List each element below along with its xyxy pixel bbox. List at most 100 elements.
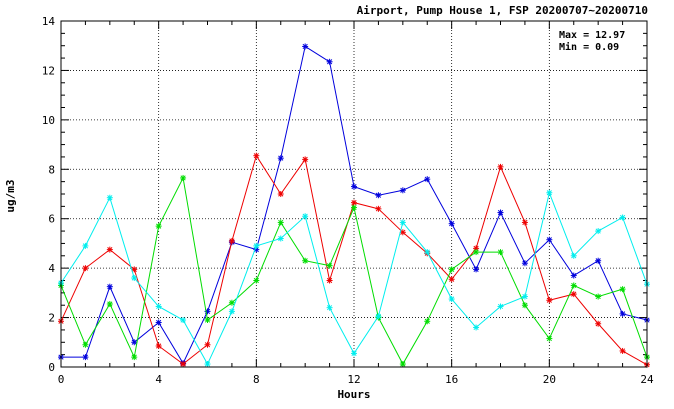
data-point: [399, 229, 406, 236]
data-point: [473, 324, 480, 331]
data-point: [619, 347, 626, 354]
y-tick-label: 0: [48, 361, 55, 374]
data-point: [497, 209, 504, 216]
data-point: [399, 187, 406, 194]
y-tick-label: 12: [42, 64, 55, 77]
data-point: [228, 237, 235, 244]
data-point: [253, 152, 260, 159]
data-point: [277, 155, 284, 162]
data-point: [204, 317, 211, 324]
data-point: [521, 293, 528, 300]
y-tick-label: 10: [42, 114, 55, 127]
x-tick-label: 0: [58, 373, 65, 386]
data-point: [497, 303, 504, 310]
plot-frame: [60, 20, 648, 368]
data-point: [595, 257, 602, 264]
data-point: [546, 236, 553, 243]
series-3: [58, 174, 650, 368]
data-point: [521, 302, 528, 309]
data-point: [106, 194, 113, 201]
x-tick-label: 16: [445, 373, 458, 386]
data-point: [180, 361, 187, 368]
data-point: [277, 235, 284, 242]
data-point: [619, 214, 626, 221]
data-point: [131, 266, 138, 273]
data-point: [82, 265, 89, 272]
data-point: [131, 354, 138, 361]
data-point: [570, 252, 577, 259]
y-tick-label: 14: [42, 15, 56, 28]
data-point: [546, 189, 553, 196]
data-point: [277, 219, 284, 226]
data-point: [375, 313, 382, 320]
data-point: [302, 213, 309, 220]
data-point: [521, 219, 528, 226]
data-point: [180, 174, 187, 181]
chart-title: Airport, Pump House 1, FSP 20200707~2020…: [357, 4, 648, 17]
data-point: [619, 310, 626, 317]
data-point: [399, 361, 406, 368]
data-point: [351, 183, 357, 190]
data-point: [204, 341, 211, 348]
data-point: [497, 249, 504, 256]
data-point: [302, 257, 309, 264]
data-point: [448, 276, 455, 283]
data-point: [106, 246, 113, 253]
data-point: [106, 300, 113, 307]
data-point: [351, 204, 357, 211]
data-point: [570, 291, 577, 298]
data-point: [131, 339, 138, 346]
data-point: [228, 308, 235, 315]
y-tick-label: 2: [48, 312, 55, 325]
data-point: [180, 317, 187, 324]
data-point: [448, 296, 455, 303]
data-point: [82, 341, 89, 348]
data-point: [424, 249, 431, 256]
x-tick-label: 24: [640, 373, 654, 386]
x-axis-label: Hours: [337, 388, 370, 401]
data-point: [546, 335, 553, 342]
min-annotation: Min = 0.09: [559, 41, 619, 53]
data-point: [204, 361, 211, 368]
y-axis-label: ug/m3: [4, 179, 17, 212]
data-point: [326, 277, 333, 284]
data-point: [82, 354, 89, 361]
y-tick-label: 6: [48, 213, 55, 226]
data-point: [155, 303, 162, 310]
data-point: [595, 320, 602, 327]
data-point: [546, 297, 553, 304]
x-tick-label: 12: [347, 373, 360, 386]
data-point: [131, 275, 138, 282]
data-point: [399, 219, 406, 226]
data-point: [155, 223, 162, 230]
data-point: [302, 43, 309, 50]
data-point: [326, 304, 333, 311]
data-point: [570, 282, 577, 289]
data-point: [326, 58, 333, 65]
data-point: [473, 266, 480, 273]
y-tick-label: 4: [48, 262, 55, 275]
data-point: [277, 191, 284, 197]
data-point: [521, 260, 528, 267]
data-point: [155, 319, 162, 326]
data-point: [253, 277, 260, 284]
data-point: [302, 156, 309, 163]
data-point: [375, 205, 382, 212]
data-point: [619, 286, 626, 293]
max-annotation: Max = 12.97: [559, 30, 625, 41]
x-tick-label: 20: [543, 373, 556, 386]
x-tick-label: 8: [253, 373, 260, 386]
series-4: [58, 189, 650, 368]
y-tick-label: 8: [48, 163, 55, 176]
x-tick-label: 4: [155, 373, 162, 386]
data-point: [424, 318, 431, 325]
data-point: [228, 299, 235, 306]
data-point: [448, 266, 455, 273]
data-point: [253, 242, 260, 249]
data-point: [473, 249, 480, 256]
data-point: [106, 283, 113, 290]
data-point: [595, 293, 602, 300]
data-point: [424, 176, 431, 183]
data-point: [326, 262, 333, 269]
data-point: [155, 342, 162, 349]
